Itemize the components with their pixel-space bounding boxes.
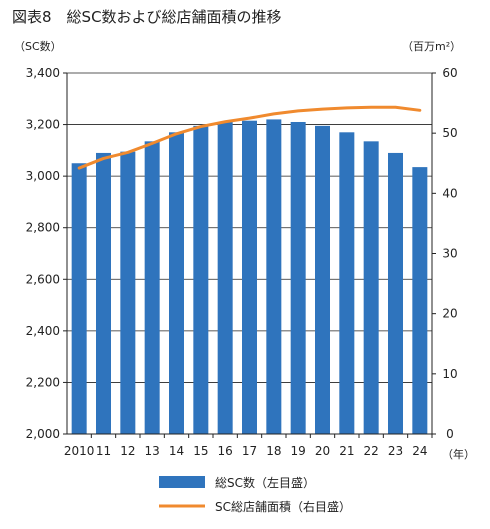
x-tick-label: 13 <box>145 444 160 458</box>
left-tick-label: 2,000 <box>26 427 60 441</box>
left-tick-label: 3,000 <box>26 169 60 183</box>
x-tick-label: 16 <box>218 444 233 458</box>
legend-line-label: SC総店舗面積（右目盛） <box>215 499 351 514</box>
x-tick-label: 19 <box>291 444 306 458</box>
x-tick-label: 24 <box>412 444 427 458</box>
bar <box>96 152 111 434</box>
right-tick-label: 0 <box>446 427 454 441</box>
legend-bar-label: 総SC数（左目盛） <box>215 475 315 490</box>
right-tick-label: 20 <box>442 307 457 321</box>
right-tick-label: 60 <box>442 66 457 80</box>
bar <box>120 151 136 434</box>
left-tick-label: 3,400 <box>26 66 60 80</box>
x-tick-label: 17 <box>242 444 257 458</box>
bar <box>217 121 233 434</box>
right-tick-label: 30 <box>442 247 457 261</box>
left-tick-label: 2,200 <box>26 375 60 389</box>
left-tick-label: 2,400 <box>26 324 60 338</box>
bar <box>412 167 428 434</box>
x-tick-label: 2010 <box>64 444 95 458</box>
x-tick-label: 14 <box>169 444 184 458</box>
x-tick-label: 12 <box>120 444 135 458</box>
x-tick-label: 15 <box>193 444 208 458</box>
right-tick-label: 40 <box>442 186 457 200</box>
left-tick-label: 3,200 <box>26 118 60 132</box>
right-tick-label: 50 <box>442 126 457 140</box>
legend-bar-swatch <box>159 476 205 488</box>
right-axis-unit: （百万m²） <box>402 40 461 53</box>
x-tick-label: 18 <box>266 444 281 458</box>
bar-series <box>71 119 428 435</box>
bar <box>388 152 403 434</box>
x-tick-label: 20 <box>315 444 330 458</box>
bar <box>290 121 306 434</box>
left-axis-unit: （SC数） <box>14 40 62 53</box>
bar <box>315 125 330 434</box>
x-tick-label: 11 <box>96 444 111 458</box>
bar <box>193 125 209 434</box>
left-tick-label: 2,600 <box>26 272 60 286</box>
bar <box>339 132 355 435</box>
right-tick-label: 10 <box>442 367 457 381</box>
x-axis-unit: （年） <box>442 447 475 461</box>
legend: 総SC数（左目盛） SC総店舗面積（右目盛） <box>159 475 351 514</box>
bar <box>144 141 160 434</box>
x-axis-ticks: 2010 11 12 13 14 15 16 17 18 19 20 21 22 23 24 <box>64 434 433 458</box>
bar <box>242 120 257 434</box>
bar <box>71 163 87 434</box>
bar <box>363 141 379 434</box>
bar <box>169 132 184 435</box>
bar <box>266 119 282 435</box>
figure-title: 図表8 総SC数および総店舗面積の推移 <box>12 8 282 26</box>
x-tick-label: 23 <box>388 444 403 458</box>
left-tick-label: 2,800 <box>26 221 60 235</box>
x-tick-label: 22 <box>364 444 379 458</box>
x-tick-label: 21 <box>339 444 354 458</box>
left-axis-ticks: 2,000 2,200 2,400 2,600 2,800 3,000 3,200 3,400 <box>26 66 67 441</box>
right-axis-ticks: 0 10 20 30 40 50 60 <box>432 66 458 441</box>
